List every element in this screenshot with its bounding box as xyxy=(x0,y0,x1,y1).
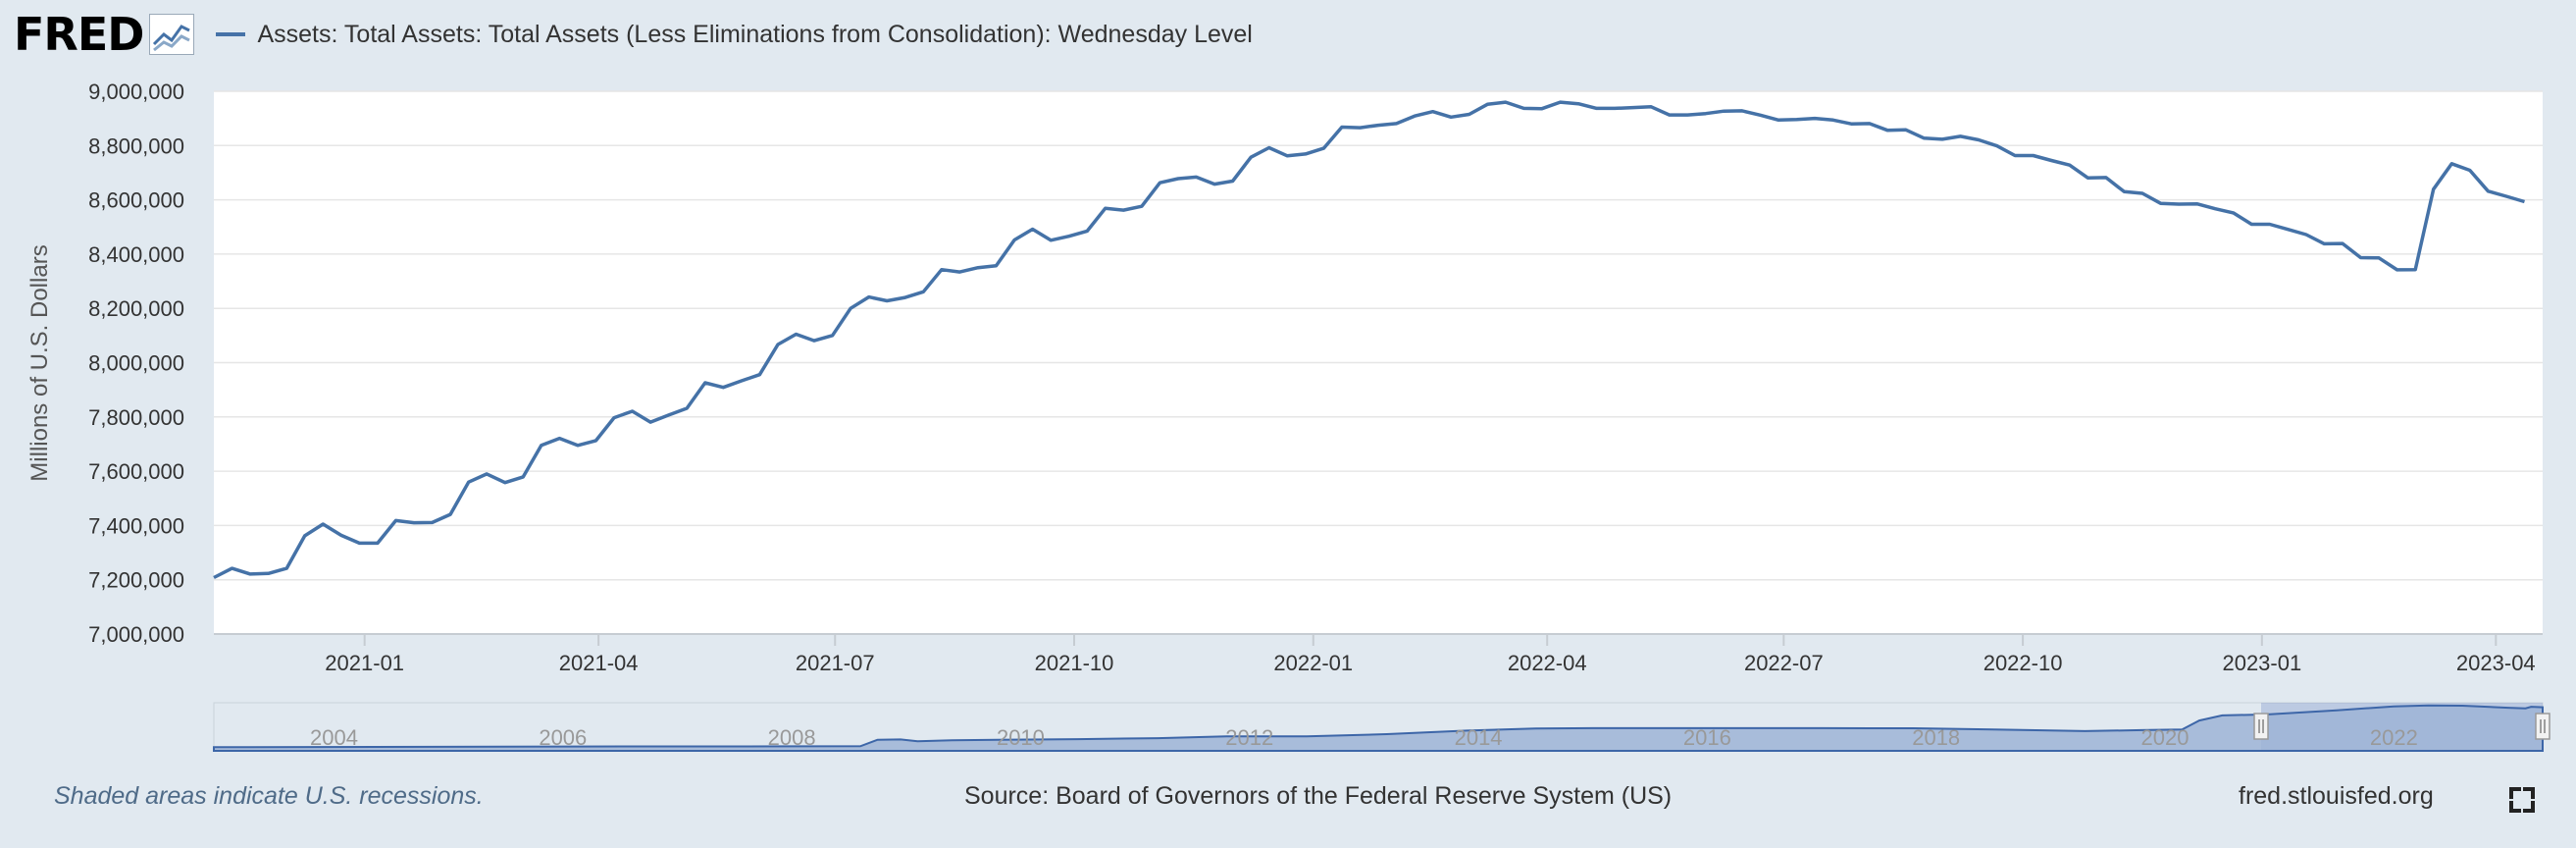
navigator-series xyxy=(213,704,2544,752)
grid-lines xyxy=(214,90,2543,635)
navigator-tick-label: 2022 xyxy=(2370,725,2418,750)
x-tick-label: 2021-04 xyxy=(559,651,639,675)
y-tick-label: 7,600,000 xyxy=(88,459,184,484)
legend-series-label: Assets: Total Assets: Total Assets (Less… xyxy=(257,20,1253,48)
site-link[interactable]: fred.stlouisfed.org xyxy=(2239,782,2434,810)
range-navigator[interactable]: 2004 2006 2008 2010 2012 2014 2016 2018 2020 2022 xyxy=(213,702,2550,752)
navigator-tick-label: 2008 xyxy=(768,725,816,750)
navigator-tick-label: 2014 xyxy=(1455,725,1503,750)
x-tick-label: 2022-10 xyxy=(1984,651,2063,675)
navigator-tick-label: 2004 xyxy=(310,725,358,750)
navigator-tick-label: 2012 xyxy=(1225,725,1273,750)
chart-header: FRED Assets: Total Assets: Total Assets … xyxy=(14,8,1253,61)
chart-legend[interactable]: Assets: Total Assets: Total Assets (Less… xyxy=(216,20,1253,49)
y-tick-label: 7,000,000 xyxy=(88,622,184,647)
legend-swatch xyxy=(216,32,246,36)
y-tick-label: 8,000,000 xyxy=(88,351,184,376)
fred-logo[interactable]: FRED xyxy=(14,8,195,61)
x-tick-label: 2021-07 xyxy=(796,651,875,675)
fred-logo-text: FRED xyxy=(14,8,144,61)
y-tick-label: 8,600,000 xyxy=(88,188,184,213)
fred-logo-icon xyxy=(149,14,195,55)
navigator-handle[interactable] xyxy=(2253,713,2269,740)
fullscreen-corner xyxy=(2509,787,2521,799)
series-group xyxy=(213,100,2525,580)
x-tick-label: 2022-04 xyxy=(1508,651,1587,675)
source-text: Source: Board of Governors of the Federa… xyxy=(964,782,1673,810)
x-tick-label: 2022-07 xyxy=(1744,651,1824,675)
fullscreen-corner xyxy=(2523,801,2535,813)
x-tick-label: 2021-01 xyxy=(325,651,404,675)
recession-note: Shaded areas indicate U.S. recessions. xyxy=(54,782,484,810)
y-tick-label: 9,000,000 xyxy=(88,80,184,104)
y-axis-label: Millions of U.S. Dollars xyxy=(26,244,53,481)
series-line[interactable] xyxy=(213,100,2525,580)
navigator-tick-label: 2016 xyxy=(1683,725,1731,750)
chart: 7,000,000 7,200,000 7,400,000 7,600,000 7,80… xyxy=(26,80,2550,752)
y-tick-label: 7,800,000 xyxy=(88,405,184,430)
y-axis-ticks: 7,000,000 7,200,000 7,400,000 7,600,000 7,80… xyxy=(88,80,184,647)
x-axis-ticks: 2021-01 2021-04 2021-07 2021-10 2022-01 2022-… xyxy=(325,634,2536,675)
fullscreen-icon[interactable] xyxy=(2509,787,2535,813)
navigator-tick-label: 2018 xyxy=(1912,725,1960,750)
y-tick-label: 8,800,000 xyxy=(88,133,184,158)
fullscreen-corner xyxy=(2523,787,2535,799)
navigator-tick-label: 2006 xyxy=(539,725,587,750)
y-tick-label: 7,400,000 xyxy=(88,513,184,538)
fullscreen-corner xyxy=(2509,801,2521,813)
x-tick-label: 2022-01 xyxy=(1273,651,1353,675)
navigator-handle[interactable] xyxy=(2535,713,2550,740)
x-tick-label: 2021-10 xyxy=(1035,651,1114,675)
x-tick-label: 2023-04 xyxy=(2456,651,2536,675)
y-tick-label: 8,400,000 xyxy=(88,242,184,267)
navigator-tick-label: 2020 xyxy=(2141,725,2190,750)
y-tick-label: 8,200,000 xyxy=(88,296,184,321)
y-tick-label: 7,200,000 xyxy=(88,568,184,593)
x-tick-label: 2023-01 xyxy=(2222,651,2301,675)
navigator-tick-label: 2010 xyxy=(997,725,1045,750)
